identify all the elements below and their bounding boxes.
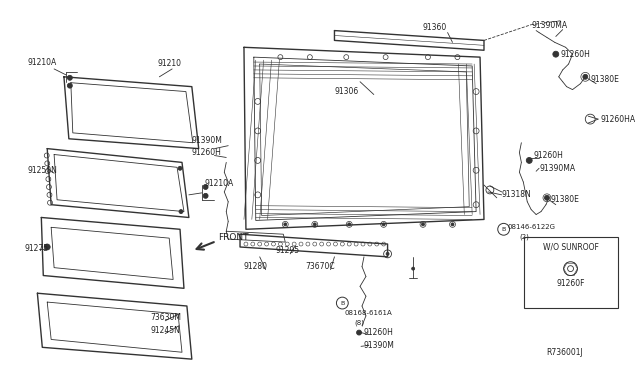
Text: 91390MA: 91390MA [531, 21, 567, 30]
Circle shape [203, 193, 208, 198]
Text: 91295: 91295 [275, 246, 300, 256]
Circle shape [545, 195, 549, 200]
Text: 91306: 91306 [335, 87, 358, 96]
Text: 91275: 91275 [24, 244, 49, 253]
Text: R736001J: R736001J [546, 348, 582, 357]
Text: 73670C: 73670C [305, 262, 335, 271]
Text: 91390M: 91390M [364, 341, 395, 350]
Circle shape [356, 330, 362, 335]
Text: 91250N: 91250N [28, 166, 58, 175]
Text: 91380E: 91380E [590, 75, 619, 84]
Circle shape [583, 74, 588, 79]
Text: 91260H: 91260H [192, 148, 221, 157]
Circle shape [44, 244, 50, 250]
Circle shape [67, 83, 72, 88]
Circle shape [179, 209, 183, 214]
Bar [524, 237, 618, 308]
Circle shape [382, 223, 385, 226]
Text: 91260F: 91260F [556, 279, 585, 288]
Circle shape [422, 223, 424, 226]
Text: 91260HA: 91260HA [600, 115, 635, 124]
Text: 91390M: 91390M [192, 136, 223, 145]
Text: 91318N: 91318N [502, 190, 531, 199]
Circle shape [314, 223, 316, 226]
Circle shape [553, 51, 559, 57]
Text: FRONT: FRONT [218, 232, 249, 242]
Text: 91260H: 91260H [561, 50, 591, 59]
Text: 91260H: 91260H [364, 328, 394, 337]
Circle shape [348, 223, 351, 226]
Text: 91210A: 91210A [28, 58, 57, 67]
Text: 91380E: 91380E [551, 195, 580, 204]
Circle shape [412, 267, 415, 270]
Text: 91210A: 91210A [205, 179, 234, 187]
Text: 08168-6161A: 08168-6161A [344, 310, 392, 316]
Circle shape [526, 157, 532, 163]
Text: 91280: 91280 [244, 262, 268, 271]
Circle shape [451, 223, 454, 226]
Text: (2): (2) [520, 234, 529, 240]
Text: (8): (8) [354, 320, 364, 326]
Circle shape [203, 185, 208, 189]
Circle shape [386, 252, 389, 255]
Text: 08146-6122G: 08146-6122G [508, 224, 556, 230]
Text: W/O SUNROOF: W/O SUNROOF [543, 243, 598, 251]
Circle shape [67, 76, 72, 80]
Circle shape [178, 166, 182, 170]
Text: 91360: 91360 [423, 23, 447, 32]
Text: 91260H: 91260H [533, 151, 563, 160]
Text: B: B [502, 227, 506, 232]
Text: B: B [340, 301, 344, 305]
Circle shape [284, 223, 287, 226]
Text: 91210: 91210 [157, 58, 181, 68]
Text: 91245N: 91245N [150, 326, 180, 335]
Text: 73630M: 73630M [150, 313, 182, 322]
Text: 91390MA: 91390MA [539, 164, 575, 173]
